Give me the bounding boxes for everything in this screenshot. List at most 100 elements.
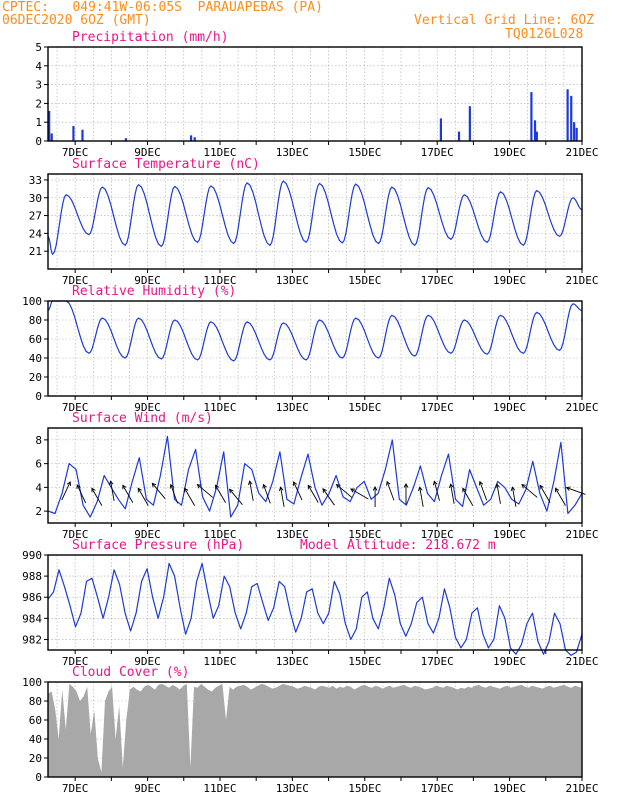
- wind-arrow-head: [278, 486, 284, 492]
- precip-bar: [533, 120, 537, 141]
- wind-arrow: [386, 481, 395, 501]
- wind-arrow-head: [510, 486, 516, 492]
- wind-arrow-head: [66, 481, 71, 486]
- x-tick-label: 17DEC: [421, 655, 454, 668]
- cloud-cover-area: [48, 683, 582, 777]
- wind-arrow-head: [76, 484, 81, 489]
- wind-arrow-head: [521, 483, 526, 489]
- y-tick-label: 60: [29, 714, 42, 727]
- wind-arrow-head: [248, 480, 253, 486]
- y-tick-label: 20: [29, 752, 42, 765]
- x-tick-label: 21DEC: [565, 401, 598, 414]
- y-tick-label: 24: [29, 227, 43, 240]
- wind-arrow-head: [350, 488, 355, 493]
- wind-arrow-head: [322, 488, 327, 493]
- x-tick-label: 7DEC: [62, 146, 89, 159]
- x-tick-label: 21DEC: [565, 528, 598, 541]
- model-altitude: Model Altitude: 218.672 m: [300, 538, 496, 553]
- wind-arrow-head: [565, 486, 571, 491]
- wind-arrow: [61, 481, 71, 501]
- y-tick-label: 27: [29, 210, 42, 223]
- wind-arrow-head: [539, 484, 544, 490]
- precip-bar: [573, 122, 576, 141]
- y-tick-label: 8: [35, 434, 42, 447]
- x-tick-label: 15DEC: [348, 655, 381, 668]
- wind-arrow-head: [122, 484, 127, 490]
- y-tick-label: 3: [35, 79, 42, 92]
- x-tick-label: 17DEC: [421, 782, 454, 795]
- wind-arrow-head: [432, 480, 438, 486]
- precip-bar: [190, 135, 193, 141]
- wind-arrow-head: [307, 484, 312, 490]
- wind-arrow-head: [555, 487, 560, 493]
- precip-bar: [50, 133, 53, 141]
- precip-bar: [468, 106, 471, 141]
- wind-arrow: [336, 484, 353, 498]
- x-tick-label: 21DEC: [565, 274, 598, 287]
- wind-arrow-head: [196, 483, 202, 489]
- wind-arrow: [479, 481, 488, 501]
- wind-arrow: [122, 485, 134, 503]
- x-tick-label: 7DEC: [62, 655, 89, 668]
- wind-arrow-head: [137, 487, 142, 493]
- y-tick-label: 5: [35, 41, 42, 54]
- x-tick-label: 9DEC: [134, 146, 161, 159]
- x-tick-label: 13DEC: [276, 655, 309, 668]
- wind-arrow: [419, 487, 424, 507]
- y-tick-label: 33: [29, 174, 42, 187]
- y-tick-label: 982: [22, 633, 42, 646]
- wind-arrow: [280, 487, 285, 507]
- y-tick-label: 0: [35, 390, 42, 403]
- y-tick-label: 21: [29, 245, 42, 258]
- wind-arrow: [433, 481, 440, 501]
- x-tick-label: 13DEC: [276, 274, 309, 287]
- precip-bar: [457, 131, 461, 141]
- x-tick-label: 7DEC: [62, 782, 89, 795]
- precip-bar: [193, 137, 196, 141]
- wind-arrow-head: [151, 482, 157, 488]
- x-tick-label: 11DEC: [203, 274, 236, 287]
- y-tick-label: 990: [22, 549, 42, 562]
- y-tick-label: 1: [35, 116, 42, 129]
- precip-bar: [124, 138, 128, 141]
- panel-title: Surface Temperature (nC): [72, 157, 260, 172]
- series-line: [47, 300, 583, 362]
- y-tick-label: 0: [35, 771, 42, 784]
- y-tick-label: 40: [29, 352, 42, 365]
- precip-bar: [72, 125, 75, 141]
- x-tick-label: 17DEC: [421, 528, 454, 541]
- y-tick-label: 0: [35, 135, 42, 148]
- panel-title: Surface Pressure (hPa): [72, 538, 244, 553]
- x-tick-label: 9DEC: [134, 274, 161, 287]
- x-tick-label: 15DEC: [348, 146, 381, 159]
- date-header: 06DEC2020 6OZ (GMT): [2, 13, 151, 28]
- wind-arrow-head: [292, 481, 298, 486]
- precip-bar: [575, 127, 578, 141]
- wind-arrow: [512, 487, 517, 507]
- x-tick-label: 7DEC: [62, 401, 89, 414]
- y-tick-label: 2: [35, 505, 42, 518]
- wind-arrow-head: [418, 486, 423, 492]
- y-tick-label: 20: [29, 371, 42, 384]
- wind-arrow-head: [386, 480, 391, 486]
- series-line: [47, 562, 583, 656]
- panel-frame: [47, 46, 583, 142]
- grid-note: Vertical Grid Line: 6OZ: [414, 13, 595, 28]
- wind-arrow-head: [91, 487, 96, 493]
- x-tick-label: 19DEC: [493, 401, 526, 414]
- wind-arrow: [137, 488, 149, 506]
- wind-arrow: [249, 481, 254, 501]
- run-code: TQ0126L028: [505, 27, 584, 42]
- x-tick-label: 21DEC: [565, 782, 598, 795]
- y-tick-label: 988: [22, 570, 42, 583]
- wind-arrow-head: [335, 483, 341, 489]
- y-tick-label: 30: [29, 192, 42, 205]
- x-tick-label: 19DEC: [493, 782, 526, 795]
- series-line: [47, 435, 583, 518]
- y-tick-label: 2: [35, 97, 42, 110]
- wind-arrow: [170, 484, 179, 504]
- x-tick-label: 11DEC: [203, 655, 236, 668]
- wind-arrow: [197, 484, 214, 498]
- x-tick-label: 15DEC: [348, 401, 381, 414]
- x-tick-label: 19DEC: [493, 528, 526, 541]
